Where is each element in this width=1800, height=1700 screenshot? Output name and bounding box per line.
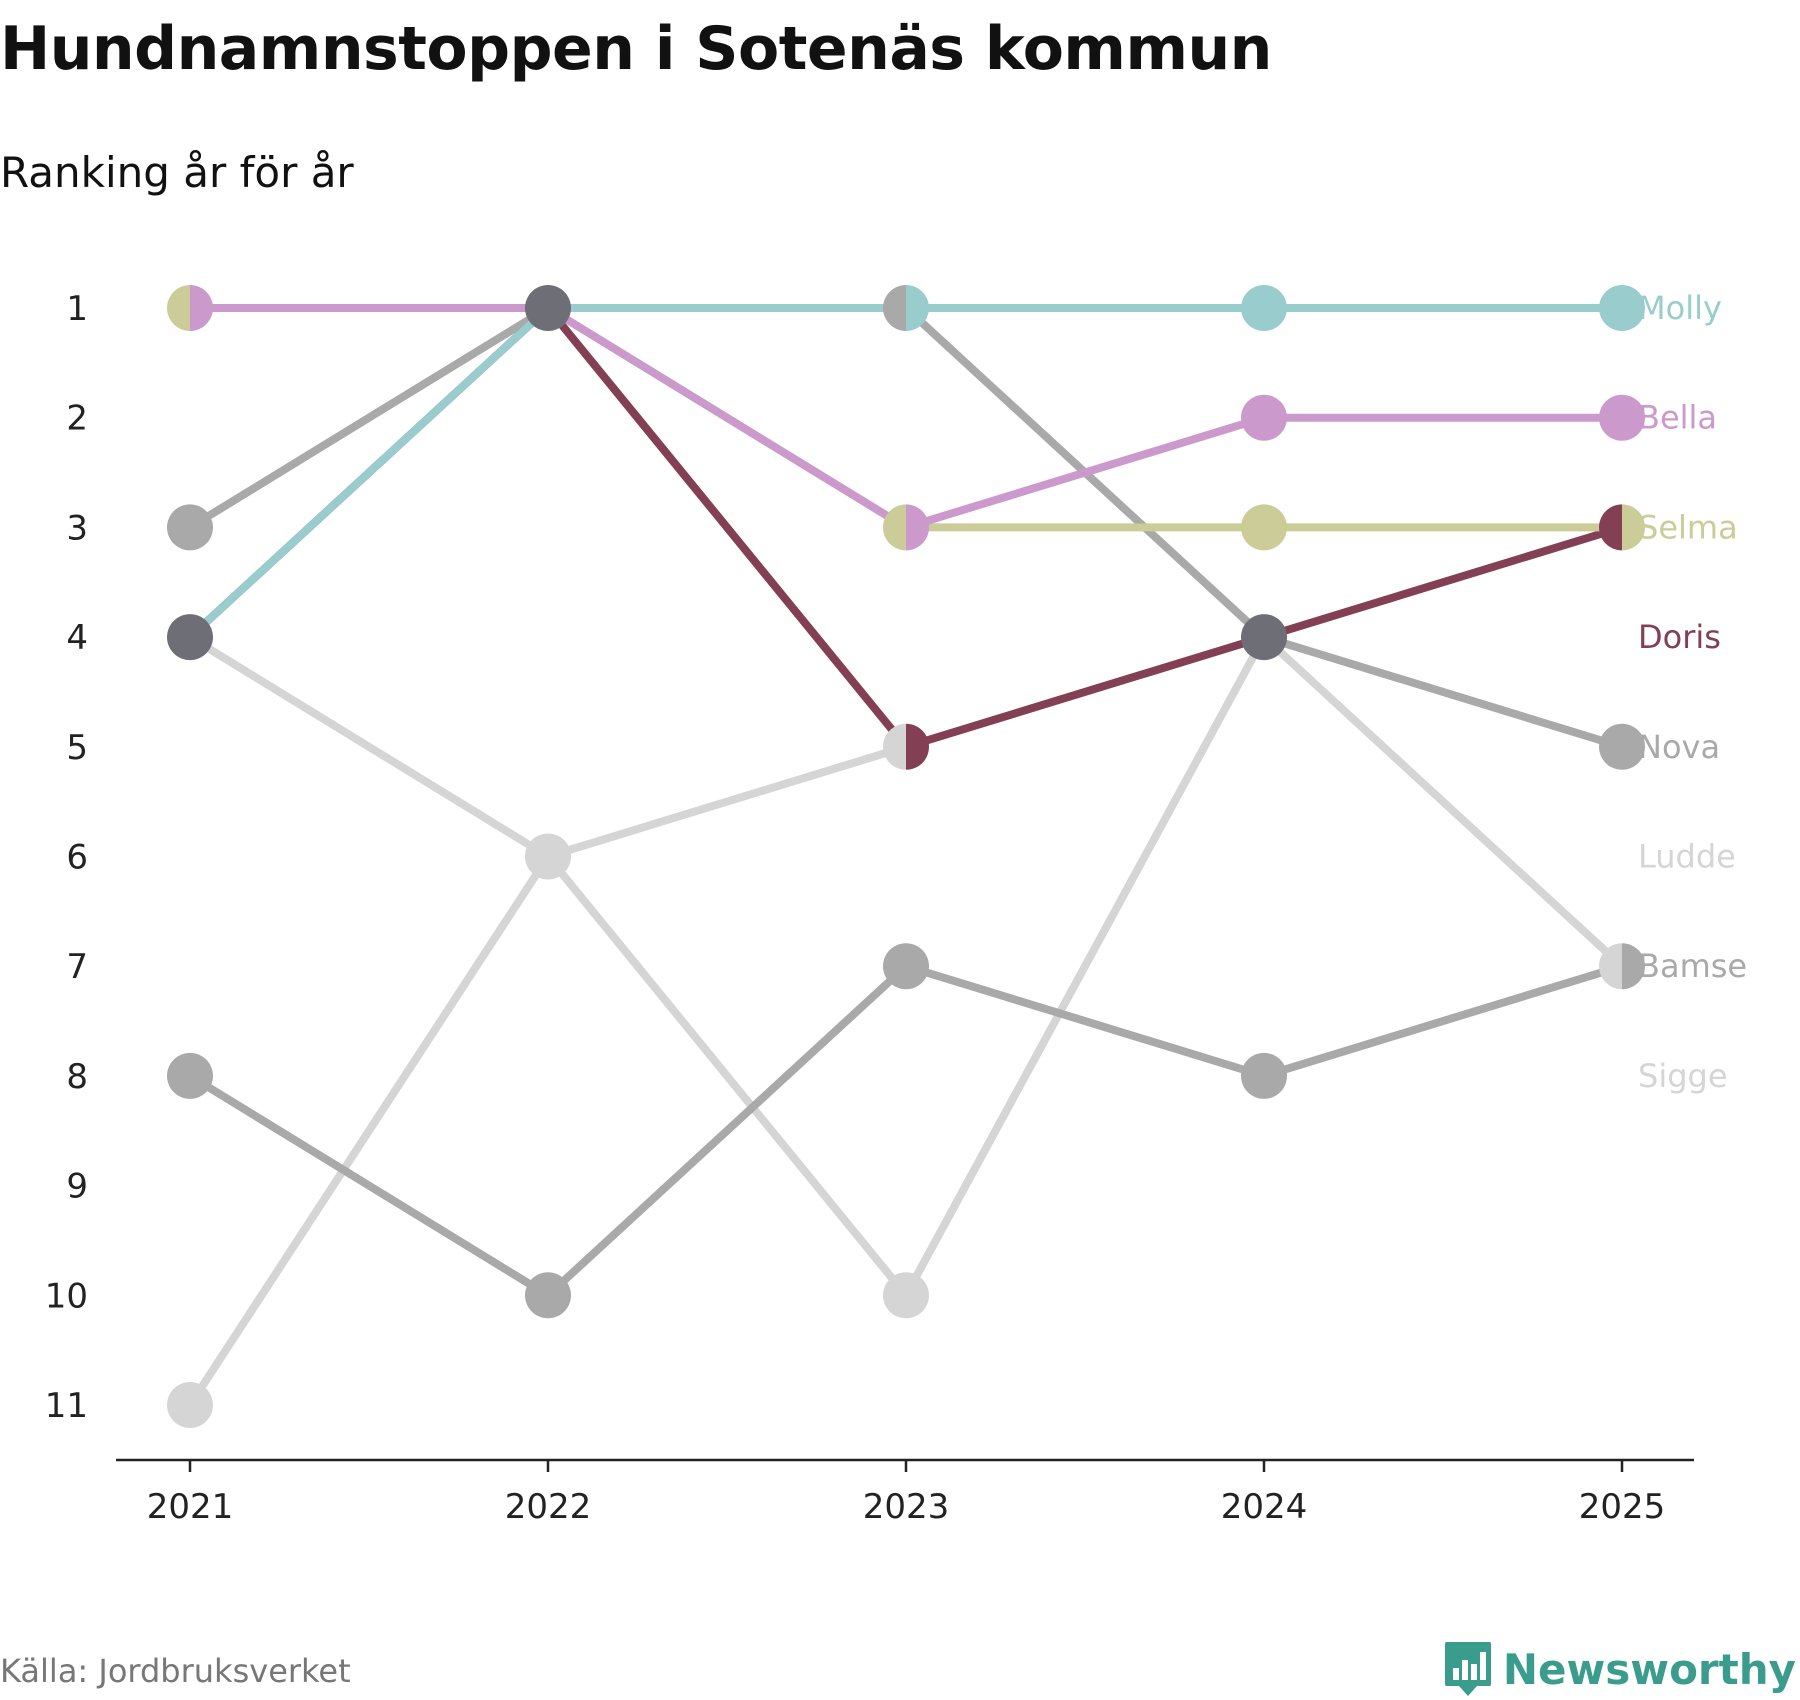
- bar-chart-icon: [1444, 1642, 1491, 1696]
- series-line-molly: [186, 304, 1626, 642]
- y-tick-label: 3: [66, 508, 88, 548]
- data-point-bamse: [167, 1052, 213, 1099]
- data-point-bamse: [1241, 1052, 1287, 1099]
- series-label-bamse: Bamse: [1638, 947, 1747, 985]
- y-tick-label: 8: [66, 1057, 88, 1097]
- data-point-nova: [1599, 723, 1645, 770]
- data-point-bella: [190, 285, 213, 331]
- bump-chart: 2021 2022 2023 2024 2025 1 2 3 4 5 6 7 8 9 10 11 Molly B…: [45, 285, 1747, 1527]
- data-point-sigge: [525, 833, 548, 880]
- y-tick-label: 9: [66, 1167, 88, 1207]
- y-tick-label: 10: [45, 1276, 88, 1316]
- data-point-nova: [167, 504, 213, 551]
- data-point-molly: [906, 285, 929, 331]
- data-point-ludde: [883, 723, 906, 770]
- data-point-molly: [1241, 285, 1287, 331]
- x-tick-label: 2023: [863, 1487, 950, 1527]
- data-point-sigge: [883, 1272, 929, 1319]
- data-point-bamse: [1622, 943, 1646, 990]
- brand-name: Newsworthy: [1502, 1644, 1796, 1694]
- y-tick-label: 4: [66, 618, 88, 658]
- data-point-sigge: [167, 1382, 213, 1428]
- data-point-bella: [1241, 394, 1287, 441]
- data-point-doris: [1598, 504, 1622, 551]
- series-line-bamse: [186, 962, 1626, 1300]
- data-point-nova: [883, 285, 906, 331]
- data-point-bamse: [525, 1272, 571, 1319]
- data-point-selma: [1622, 504, 1645, 551]
- series-lines: [186, 304, 1626, 1409]
- series-label-sigge: Sigge: [1638, 1057, 1728, 1095]
- data-point-bella: [1599, 394, 1645, 441]
- x-tick-label: 2024: [1221, 1487, 1308, 1527]
- y-tick-label: 7: [66, 947, 88, 987]
- data-point-selma: [882, 504, 906, 551]
- data-point-selma: [167, 285, 190, 331]
- source-note: Källa: Jordbruksverket: [0, 1652, 351, 1690]
- brand-logo: Newsworthy: [1443, 1640, 1796, 1698]
- y-tick-label: 6: [66, 838, 88, 878]
- series-label-molly: Molly: [1638, 289, 1722, 327]
- axis-layer: 2021 2022 2023 2024 2025 1 2 3 4 5 6 7 8 9 10 11: [45, 289, 1694, 1527]
- data-point-sigge-nova-doris: [1241, 614, 1287, 661]
- series-label-ludde: Ludde: [1638, 838, 1736, 876]
- data-point-bamse: [883, 943, 929, 990]
- chart-subtitle: Ranking år för år: [0, 148, 354, 197]
- data-point-sigge: [1599, 943, 1622, 990]
- chart-title: Hundnamnstoppen i Sotenäs kommun: [0, 14, 1272, 84]
- y-tick-label: 11: [45, 1386, 88, 1426]
- series-label-doris: Doris: [1638, 618, 1721, 656]
- data-point-bella: [906, 504, 929, 551]
- x-tick-label: 2021: [147, 1487, 234, 1527]
- data-point-ludde: [548, 833, 571, 880]
- series-line-bella: [186, 304, 1626, 532]
- series-labels: Molly Bella Selma Doris Nova Ludde Bamse Sigge: [1638, 289, 1747, 1095]
- series-label-nova: Nova: [1638, 728, 1720, 766]
- series-line-ludde: [186, 633, 910, 861]
- data-point-molly: [1599, 285, 1645, 331]
- y-tick-label: 1: [66, 289, 88, 329]
- data-point-nova-doris-selma-bella-molly: [525, 285, 571, 331]
- series-points: [167, 285, 1646, 1428]
- data-point-ludde-doris-molly: [167, 614, 213, 661]
- data-point-selma: [1241, 504, 1287, 551]
- data-point-doris: [906, 723, 929, 770]
- series-label-bella: Bella: [1638, 399, 1717, 437]
- y-tick-label: 2: [66, 399, 88, 439]
- series-label-selma: Selma: [1638, 508, 1738, 546]
- x-tick-label: 2022: [505, 1487, 592, 1527]
- x-tick-label: 2025: [1579, 1487, 1666, 1527]
- y-tick-label: 5: [66, 728, 88, 768]
